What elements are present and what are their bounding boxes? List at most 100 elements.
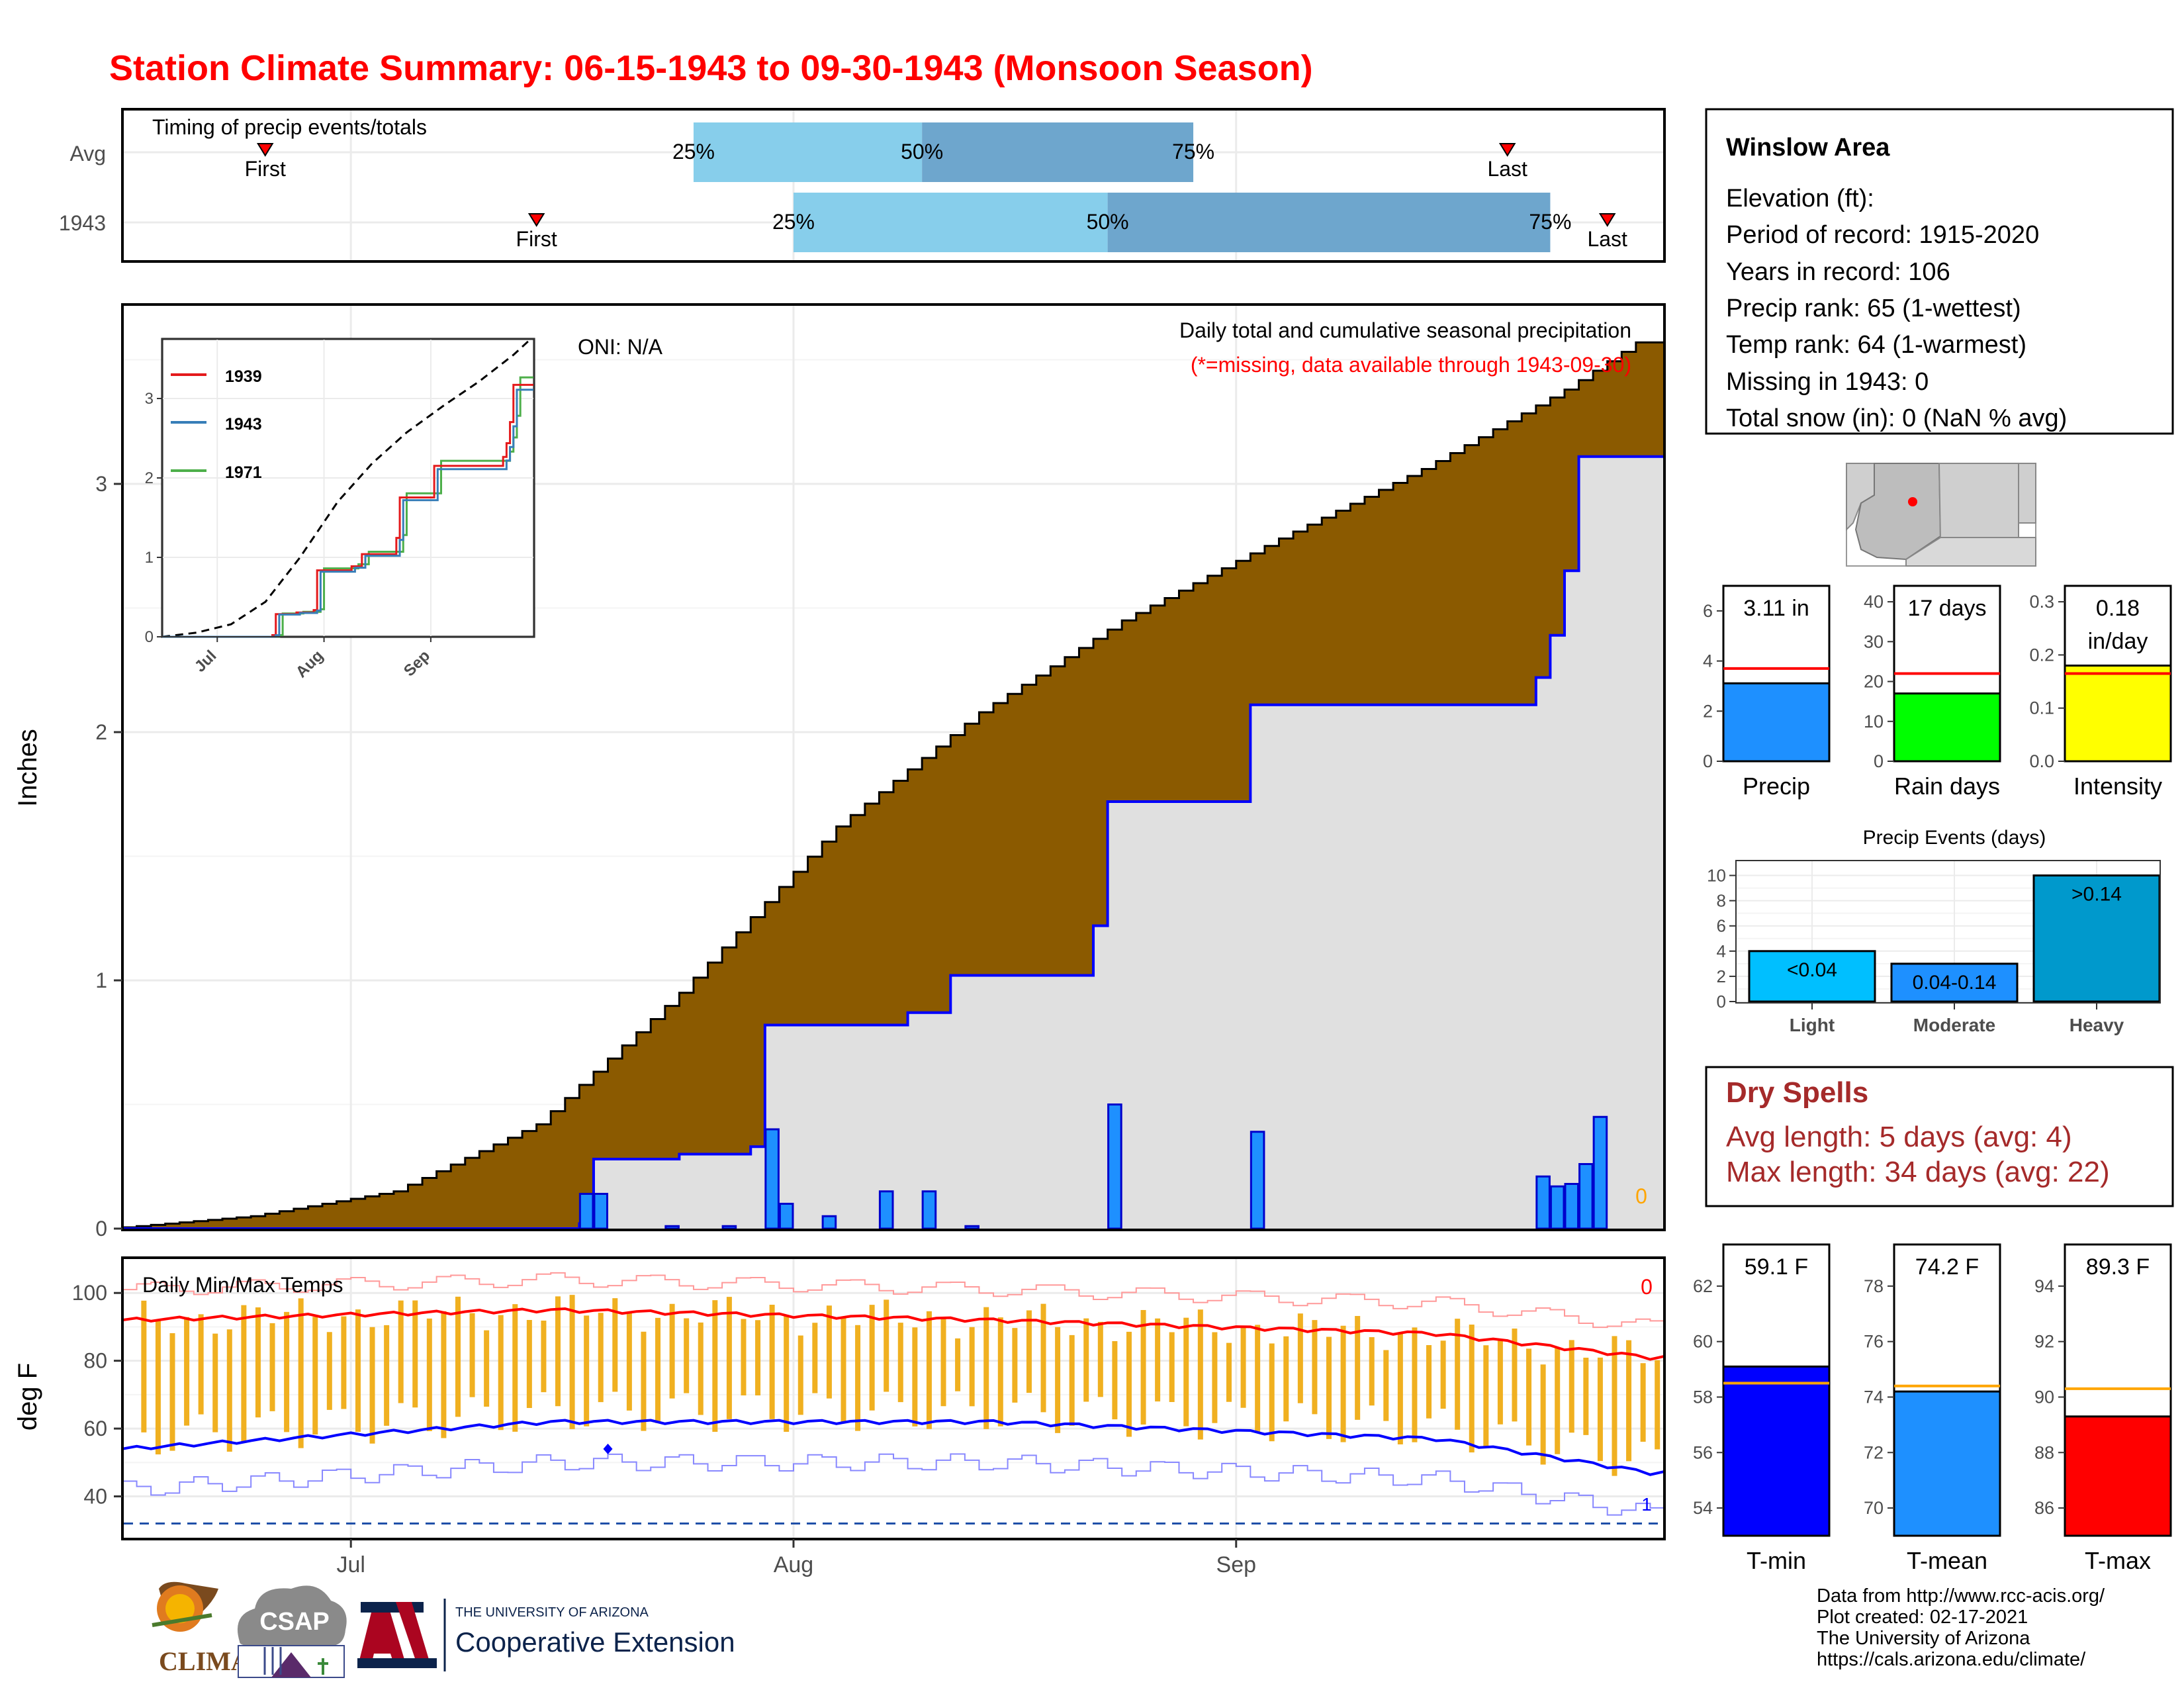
daily-precip-bar [821, 1215, 837, 1230]
dry-spells-max: Max length: 34 days (avg: 22) [1726, 1156, 2110, 1188]
summary-bar [2064, 664, 2172, 763]
ua-logo-line1: THE UNIVERSITY OF ARIZONA [455, 1605, 649, 1620]
missing-count: 0 [1635, 1184, 1647, 1208]
y-tick-label: 80 [83, 1349, 107, 1373]
quartile-label: 75% [1529, 210, 1571, 234]
summary-y-tick-label: 92 [2034, 1332, 2054, 1352]
summary-y-tick-label: 72 [1864, 1442, 1884, 1462]
event-marker [1598, 213, 1616, 227]
station-info-box: Winslow Area Elevation (ft): Period of r… [1705, 108, 2174, 435]
summary-y-tick-label: 76 [1864, 1332, 1884, 1352]
summary-y-tick-label: 10 [1864, 712, 1884, 731]
footer-line: https://cals.arizona.edu/climate/ [1817, 1649, 2086, 1670]
precip-subtitle: Daily total and cumulative seasonal prec… [1179, 318, 1631, 342]
y-tick-label: 2 [1717, 966, 1726, 986]
x-tick-label: Aug [774, 1552, 814, 1577]
summary-value-label: 17 days [1907, 596, 1986, 621]
y-tick-label: 40 [83, 1485, 107, 1509]
missing-note: (*=missing, data available through 1943-… [1191, 353, 1631, 377]
y-tick-label: 100 [72, 1281, 107, 1305]
summary-bar-name: Precip [1743, 773, 1810, 800]
legend-label-1939: 1939 [225, 367, 262, 386]
quartile-label: 50% [1087, 210, 1129, 234]
timing-label: Timing of precip events/totals [152, 115, 427, 139]
ua-logo-line2: Cooperative Extension [455, 1626, 735, 1658]
summary-value-label: 3.11 in [1743, 596, 1809, 621]
y-tick-label: 8 [1717, 891, 1726, 911]
page-title: Station Climate Summary: 06-15-1943 to 0… [109, 48, 1313, 88]
summary-bar [1893, 692, 2001, 763]
station-info-line: Precip rank: 65 (1-wettest) [1726, 295, 2021, 322]
daily-precip-bar [1107, 1103, 1122, 1230]
temp-ylabel: deg F [13, 1363, 42, 1430]
y-tick-label: 2 [95, 720, 107, 744]
summary-y-tick-label: 0.1 [2029, 698, 2054, 718]
summary-y-tick-label: 74 [1864, 1387, 1884, 1407]
summary-y-tick-label: 0.2 [2029, 645, 2054, 665]
y-tick-label: 4 [1717, 941, 1726, 961]
daily-precip-bar [1535, 1175, 1551, 1230]
event-marker [256, 143, 274, 157]
summary-y-tick-label: 54 [1693, 1498, 1713, 1518]
summary-value-label: 74.2 F [1915, 1254, 1979, 1280]
event-marker [1498, 143, 1516, 157]
y-tick-label: 6 [1717, 916, 1726, 936]
summary-y-tick-label: 62 [1693, 1276, 1713, 1296]
dry-spells-title: Dry Spells [1726, 1076, 1868, 1109]
summary-bar [2064, 1415, 2172, 1537]
precip-panel: 0 1 2 3 Inches ONI: N/A Daily total and cum… [13, 303, 1666, 1241]
daily-precip-bar [764, 1128, 780, 1230]
y-tick-label: 3 [95, 472, 107, 496]
summary-bar-name: T-min [1747, 1547, 1806, 1574]
inset-y-tick-label: 0 [145, 628, 154, 646]
summary-y-tick-label: 60 [1693, 1332, 1713, 1352]
summary-y-tick-label: 30 [1864, 632, 1884, 651]
station-info-line: Years in record: 106 [1726, 258, 1950, 286]
event-bar-label: 0.04-0.14 [1913, 972, 1997, 994]
event-marker-label: Last [1587, 227, 1627, 251]
locator-map [1846, 463, 2036, 567]
avg-max-line [122, 1307, 1664, 1361]
station-info-line: Elevation (ft): [1726, 185, 1874, 212]
daily-precip-bar [964, 1225, 979, 1230]
precip-events-chart: Precip Events (days) <0.04 Light 0.04-0.14… [1707, 827, 2161, 1035]
station-info-line: Temp rank: 64 (1-warmest) [1726, 331, 2026, 359]
summary-y-tick-label: 0.0 [2029, 751, 2054, 771]
summary-bar [1893, 1390, 2001, 1537]
timing-panel: 25% 50% 75% First Last 25% 50% 75% First Last Tim… [59, 108, 1666, 263]
summary-value-label: 89.3 F [2086, 1254, 2150, 1280]
quartile-label: 50% [901, 140, 943, 164]
summary-value-label: 59.1 F [1745, 1254, 1808, 1280]
summary-bar-name: Rain days [1894, 773, 2000, 800]
daily-precip-bar [1250, 1131, 1265, 1230]
summary-y-tick-label: 0 [1703, 751, 1713, 771]
dry-spells-avg: Avg length: 5 days (avg: 4) [1726, 1121, 2072, 1153]
event-marker-label: Last [1487, 157, 1527, 181]
footer-line: The University of Arizona [1817, 1628, 2030, 1649]
summary-y-tick-label: 86 [2034, 1498, 2054, 1518]
quartile-bar-high [922, 122, 1194, 182]
daily-precip-bar [721, 1225, 737, 1230]
event-bar-name: Heavy [2070, 1015, 2124, 1035]
summary-y-tick-label: 0 [1874, 751, 1884, 771]
record-max-line [122, 1272, 1664, 1329]
events-title: Precip Events (days) [1863, 827, 2046, 849]
quartile-label: 25% [672, 140, 715, 164]
summary-value-unit: in/day [2088, 629, 2148, 654]
event-bar [1748, 950, 1876, 1003]
station-info-line: Total snow (in): 0 (NaN % avg) [1726, 404, 2067, 432]
event-bar-label: <0.04 [1787, 959, 1837, 981]
footer: Data from http://www.rcc-acis.org/ Plot … [1817, 1585, 2105, 1670]
quartile-bar-low [693, 122, 923, 182]
event-bar-name: Moderate [1913, 1015, 1995, 1035]
legend-label-1971: 1971 [225, 463, 262, 482]
temp-label: Daily Min/Max Temps [142, 1273, 343, 1297]
summary-value-label: 0.18 [2096, 596, 2140, 621]
event-marker [527, 213, 545, 227]
precip-ylabel: Inches [13, 729, 42, 807]
daily-precip-bar [1592, 1115, 1608, 1230]
quartile-bar-low [793, 193, 1108, 252]
footer-line: Data from http://www.rcc-acis.org/ [1817, 1585, 2105, 1607]
